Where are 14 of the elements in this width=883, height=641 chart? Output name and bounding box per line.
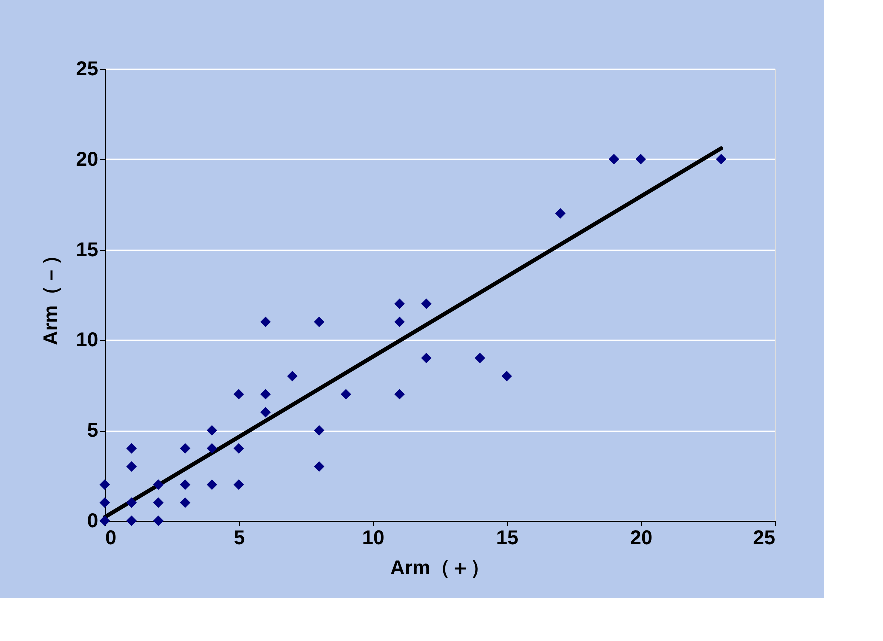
x-tick-label: 25 bbox=[753, 528, 776, 550]
y-tick-label: 0 bbox=[87, 510, 98, 532]
x-tick-label: 20 bbox=[630, 528, 653, 550]
x-tick-label: 0 bbox=[106, 528, 117, 550]
y-tick-label: 20 bbox=[76, 148, 98, 171]
x-tick-label: 10 bbox=[362, 528, 385, 550]
y-tick-label: 10 bbox=[76, 330, 98, 352]
y-tick-label: 5 bbox=[87, 420, 98, 442]
y-tick-label: 25 bbox=[76, 58, 98, 80]
y-tick-label: 15 bbox=[76, 239, 98, 262]
x-tick-label: 15 bbox=[496, 528, 519, 550]
x-axis-title: Arm（＋） bbox=[390, 558, 491, 580]
x-tick-label: 5 bbox=[234, 528, 246, 550]
y-axis-title: Arm（－） bbox=[40, 245, 62, 346]
